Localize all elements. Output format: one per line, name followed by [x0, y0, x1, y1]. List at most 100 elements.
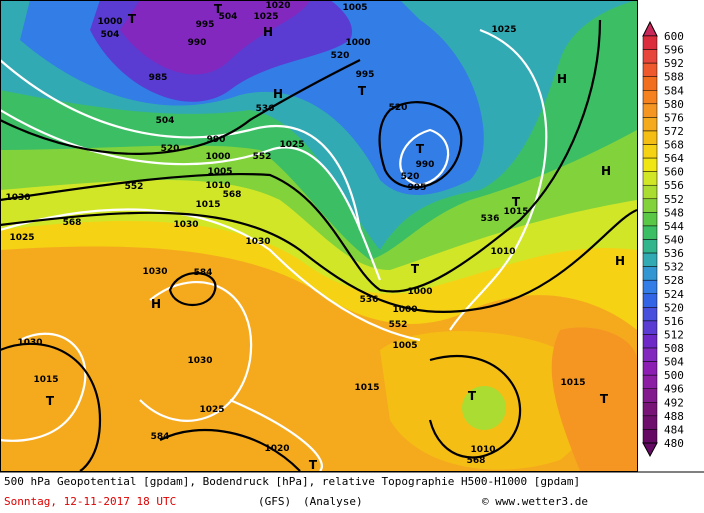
contour-label: 1005 — [342, 3, 367, 13]
contour-label: 1025 — [199, 405, 224, 415]
pressure-center: T — [600, 392, 609, 406]
contour-label: 985 — [149, 73, 168, 83]
contour-label: 1030 — [245, 237, 270, 247]
contour-label: 1030 — [142, 267, 167, 277]
colorbar-band — [642, 90, 658, 105]
colorbar-band — [642, 239, 658, 254]
colorbar-label: 572 — [664, 125, 684, 138]
colorbar-label: 524 — [664, 288, 684, 301]
pressure-center: T — [416, 142, 425, 156]
contour-label: 1010 — [205, 181, 230, 191]
contour-label: 1000 — [205, 152, 230, 162]
contour-label: 1010 — [470, 445, 495, 455]
colorbar-band — [642, 320, 658, 335]
colorbar-label: 560 — [664, 166, 684, 179]
contour-label: 995 — [408, 183, 427, 193]
contour-label: 990 — [188, 38, 207, 48]
colorbar-band — [642, 402, 658, 417]
pressure-center: H — [615, 254, 625, 268]
contour-label: 568 — [467, 456, 486, 466]
footer-date: Sonntag, 12-11-2017 18 UTC — [4, 495, 176, 508]
contour-label: 1030 — [17, 338, 42, 348]
colorbar-label: 496 — [664, 383, 684, 396]
colorbar-label: 588 — [664, 71, 684, 84]
colorbar-band — [642, 347, 658, 362]
contour-label: 990 — [416, 160, 435, 170]
pressure-center: T — [468, 389, 477, 403]
contour-label: 520 — [401, 172, 420, 182]
colorbar-band — [642, 49, 658, 64]
contour-label: 1030 — [187, 356, 212, 366]
contour-label: 568 — [63, 218, 82, 228]
pressure-center: H — [273, 87, 283, 101]
colorbar-band — [642, 279, 658, 295]
contour-label: 1015 — [354, 383, 379, 393]
colorbar-band — [642, 171, 658, 186]
colorbar-label: 536 — [664, 247, 684, 260]
contour-label: 536 — [360, 295, 379, 305]
contour-label: 568 — [223, 190, 242, 200]
pressure-center: H — [263, 25, 273, 39]
colorbar-label: 568 — [664, 139, 684, 152]
colorbar-label: 488 — [664, 410, 684, 423]
colorbar-label: 552 — [664, 193, 684, 206]
contour-label: 1025 — [253, 12, 278, 22]
colorbar-label: 548 — [664, 206, 684, 219]
footer-model: (GFS) — [258, 495, 291, 508]
colorbar-label: 504 — [664, 356, 684, 369]
colorbar-band — [642, 103, 658, 118]
contour-label: 1015 — [33, 375, 58, 385]
colorbar-band — [642, 144, 658, 159]
footer-credit: © www.wetter3.de — [482, 495, 588, 508]
colorbar-band — [642, 184, 658, 200]
pressure-center: T — [358, 84, 367, 98]
colorbar-label: 484 — [664, 423, 684, 436]
pressure-center: H — [601, 164, 611, 178]
colorbar-band — [642, 374, 658, 389]
contour-label: 504 — [156, 116, 175, 126]
colorbar-label: 528 — [664, 274, 684, 287]
colorbar-band — [642, 76, 658, 91]
contour-label: 1000 — [407, 287, 432, 297]
colorbar-band — [642, 266, 658, 281]
contour-label: 1020 — [264, 444, 289, 454]
pressure-center: T — [214, 2, 223, 16]
colorbar-band — [642, 415, 658, 430]
contour-label: 1025 — [9, 233, 34, 243]
colorbar-label: 564 — [664, 152, 684, 165]
contour-label: 1005 — [207, 167, 232, 177]
colorbar-band — [642, 198, 658, 213]
contour-label: 520 — [331, 51, 350, 61]
colorbar-label: 584 — [664, 84, 684, 97]
footer-mode: (Analyse) — [303, 495, 363, 508]
colorbar-label: 492 — [664, 396, 684, 409]
colorbar-label: 576 — [664, 111, 684, 124]
contour-label: 504 — [101, 30, 120, 40]
contour-label: 1000 — [97, 17, 122, 27]
colorbar-cap — [642, 442, 658, 458]
colorbar-label: 516 — [664, 315, 684, 328]
colorbar-band — [642, 334, 658, 349]
colorbar-label: 580 — [664, 98, 684, 111]
colorbar-label: 540 — [664, 234, 684, 247]
colorbar-band — [642, 117, 658, 132]
colorbar-band — [642, 225, 658, 240]
colorbar-band — [642, 361, 658, 376]
colorbar-band — [642, 252, 658, 267]
contour-label: 1015 — [560, 378, 585, 388]
pressure-center: T — [128, 12, 137, 26]
colorbar-label: 544 — [664, 220, 684, 233]
contour-label: 584 — [151, 432, 170, 442]
pressure-center: T — [46, 394, 55, 408]
contour-label: 1030 — [5, 193, 30, 203]
colorbar-label: 520 — [664, 301, 684, 314]
colorbar-band — [642, 293, 658, 308]
colorbar-label: 592 — [664, 57, 684, 70]
colorbar-label: 508 — [664, 342, 684, 355]
contour-label: 1015 — [195, 200, 220, 210]
contour-label: 520 — [389, 103, 408, 113]
colorbar-band — [642, 62, 658, 77]
contour-label: 990 — [207, 135, 226, 145]
contour-label: 552 — [389, 320, 408, 330]
footer-title: 500 hPa Geopotential [gpdam], Bodendruck… — [4, 475, 580, 488]
